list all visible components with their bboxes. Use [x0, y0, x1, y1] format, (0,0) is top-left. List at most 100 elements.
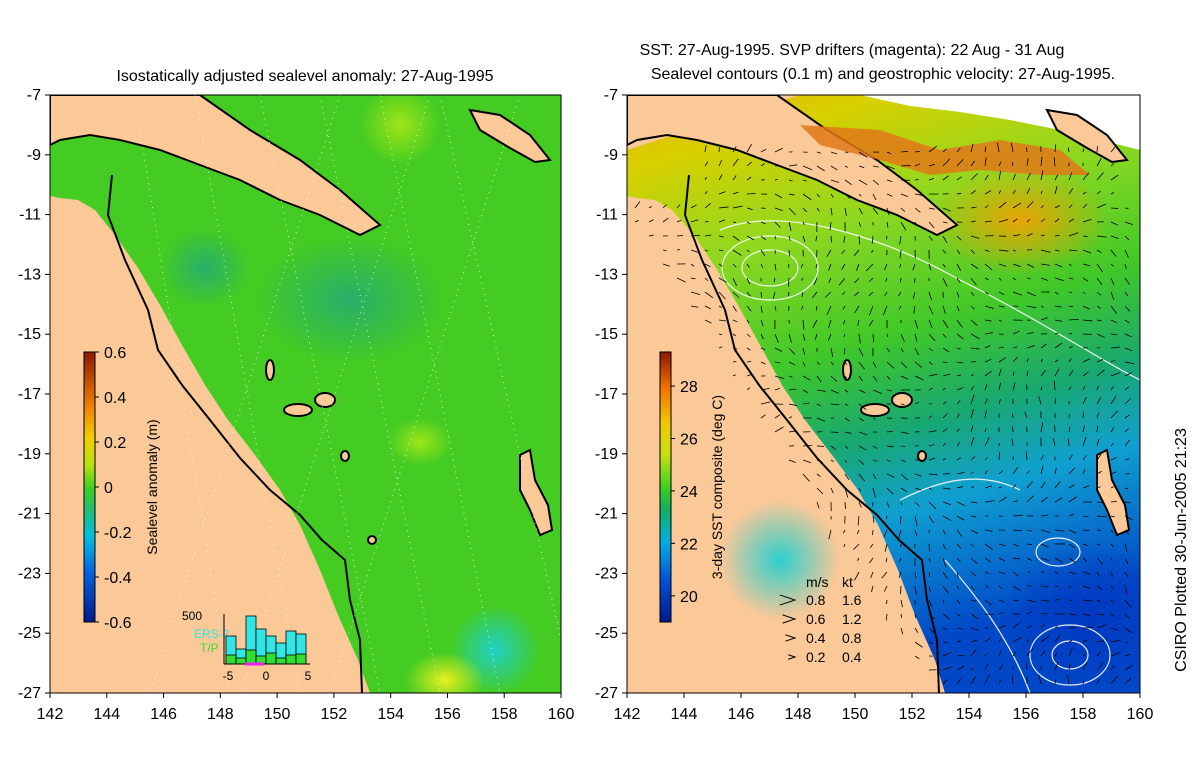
velocity-vector — [1012, 356, 1018, 363]
velocity-vector — [942, 442, 947, 447]
velocity-vector — [746, 161, 752, 167]
velocity-vector — [1096, 470, 1102, 475]
velocity-vector — [1082, 218, 1092, 223]
velocity-vector — [984, 557, 991, 563]
velocity-vector — [760, 333, 764, 340]
velocity-vector — [871, 249, 874, 253]
velocity-vector — [1012, 330, 1020, 335]
velocity-vector — [816, 193, 820, 198]
velocity-vector — [1110, 571, 1114, 578]
left-x-tick-label: 144 — [93, 706, 120, 723]
velocity-vector — [1124, 613, 1131, 619]
velocity-vector — [1054, 305, 1062, 308]
velocity-vector — [998, 649, 1002, 657]
velocity-vector — [1082, 319, 1093, 322]
velocity-vector — [690, 204, 697, 209]
velocity-vector — [970, 408, 974, 419]
velocity-vector — [1082, 639, 1087, 643]
velocity-vector — [883, 529, 888, 537]
velocity-vector — [1054, 467, 1057, 475]
velocity-vector — [690, 263, 695, 267]
velocity-vector — [970, 557, 978, 564]
velocity-vector — [1068, 172, 1073, 181]
velocity-vector — [956, 471, 965, 475]
velocity-vector — [816, 361, 821, 366]
left-colorbar — [83, 351, 96, 623]
velocity-vector — [900, 333, 905, 342]
velocity-vector — [886, 207, 890, 216]
velocity-vector — [788, 388, 797, 391]
velocity-vector — [1110, 235, 1119, 239]
velocity-vector — [1096, 190, 1101, 195]
velocity-vector — [858, 389, 866, 394]
histogram-y-max-label: 500 — [182, 609, 202, 623]
velocity-vector — [914, 641, 923, 648]
velocity-legend-kt-value: 1.2 — [842, 611, 862, 627]
velocity-vector — [1026, 172, 1031, 181]
velocity-vector — [816, 207, 820, 212]
velocity-vector — [1026, 263, 1035, 269]
velocity-vector — [872, 361, 877, 368]
velocity-vector — [984, 457, 988, 461]
histogram-tick-0: 0 — [263, 669, 270, 683]
velocity-vector — [816, 501, 820, 509]
right-x-tick-label: 156 — [1013, 706, 1040, 723]
left-altimeter-tracks — [139, 95, 561, 693]
velocity-vector — [1012, 651, 1017, 657]
velocity-vector — [970, 386, 974, 391]
velocity-vector — [760, 221, 766, 225]
velocity-vector — [1053, 157, 1056, 167]
velocity-vector — [1040, 343, 1047, 349]
histogram-bar-tp — [285, 654, 297, 665]
velocity-vector — [830, 445, 837, 451]
velocity-vector — [1068, 454, 1073, 461]
velocity-vector — [970, 249, 976, 255]
velocity-vector — [1082, 249, 1092, 254]
velocity-vector — [760, 347, 766, 351]
velocity-vector — [1054, 359, 1059, 363]
velocity-vector — [844, 375, 848, 379]
velocity-vector — [1040, 585, 1049, 588]
velocity-vector — [1026, 158, 1029, 167]
velocity-vector — [886, 459, 891, 462]
velocity-vector — [914, 193, 924, 196]
velocity-legend: m/s kt 0.8 1.6 0.6 1.2 0.4 0.8 0.2 0.4 — [779, 574, 862, 665]
velocity-vector — [886, 430, 893, 433]
velocity-legend-kt-value: 0.4 — [842, 649, 862, 665]
left-x-tick-label: 156 — [434, 706, 461, 723]
velocity-vector — [1082, 277, 1089, 282]
velocity-vector — [718, 277, 727, 283]
velocity-vector — [718, 191, 726, 195]
velocity-vector — [984, 220, 992, 223]
velocity-vector — [1110, 675, 1118, 685]
velocity-vector — [956, 193, 962, 195]
velocity-vector — [1040, 481, 1046, 489]
velocity-vector — [1124, 291, 1129, 297]
velocity-vector — [1124, 386, 1130, 391]
histogram-bar-tp — [235, 657, 247, 665]
velocity-vector — [1110, 305, 1118, 314]
velocity-vector — [760, 387, 770, 391]
velocity-vector — [998, 679, 1002, 685]
velocity-vector — [884, 543, 888, 552]
velocity-vector — [928, 430, 937, 433]
velocity-vector — [984, 157, 987, 167]
velocity-vector — [774, 207, 783, 212]
velocity-vector — [746, 305, 752, 312]
velocity-vector — [1012, 371, 1015, 377]
velocity-vector — [1124, 571, 1129, 578]
velocity-vector — [928, 457, 936, 461]
velocity-vector — [857, 557, 860, 562]
velocity-vector — [970, 263, 979, 269]
velocity-vector — [1124, 515, 1133, 521]
right-sealevel-contours — [719, 220, 1140, 693]
velocity-vector — [718, 249, 724, 252]
velocity-vector — [788, 179, 793, 182]
velocity-vector — [802, 207, 808, 213]
velocity-vector — [774, 221, 781, 228]
velocity-vector — [1026, 647, 1034, 657]
velocity-vector — [802, 459, 812, 464]
velocity-vector — [914, 333, 918, 342]
velocity-vector — [1096, 235, 1107, 238]
velocity-vector — [746, 333, 751, 338]
